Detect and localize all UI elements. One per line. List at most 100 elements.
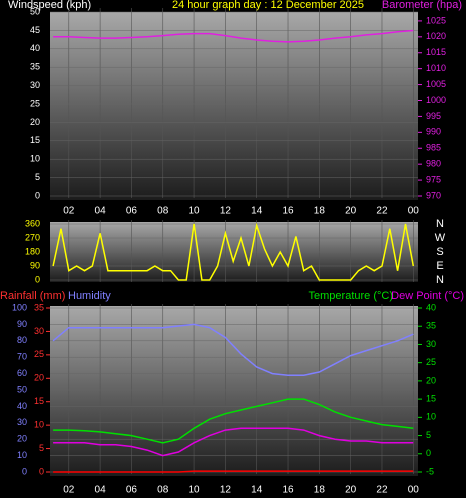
- y2-tick-label: 30: [426, 339, 436, 349]
- y2-tick-label: 1015: [426, 47, 446, 57]
- x-tick-label: 02: [63, 206, 75, 217]
- y-tick-label: 90: [30, 260, 40, 270]
- compass-label: N: [436, 218, 444, 230]
- y2-tick-label: -5: [426, 466, 434, 476]
- x-tick-label: 06: [126, 485, 138, 496]
- y-tick-label: 25: [30, 98, 40, 108]
- y-tick-label: 35: [30, 62, 40, 72]
- y2-tick-label: 975: [426, 174, 441, 184]
- x-tick-label: 22: [376, 206, 388, 217]
- y-label: Windspeed (kph): [8, 0, 91, 11]
- x-tick-label: 02: [63, 485, 75, 496]
- x-tick-label: 12: [220, 206, 232, 217]
- x-tick-label: 12: [220, 485, 232, 496]
- plot-bg: [50, 12, 418, 200]
- x-tick-label: 04: [95, 485, 107, 496]
- y-tick-label: 360: [25, 218, 40, 228]
- x-tick-label: 14: [251, 485, 263, 496]
- y2-label: Barometer (hpa): [382, 0, 462, 11]
- x-tick-label: 10: [189, 206, 201, 217]
- y2-tick-label: 25: [426, 357, 436, 367]
- y-tick-label: 20: [17, 434, 27, 444]
- y-tick-label: 90: [17, 319, 27, 329]
- humidity-label: Humidity: [68, 290, 111, 302]
- y2-tick-label: 1010: [426, 63, 446, 73]
- y2-tick-label: 10: [426, 412, 436, 422]
- y-tick-label: 20: [30, 117, 40, 127]
- y-tick-label: 180: [25, 246, 40, 256]
- y-tick-label: 60: [17, 368, 27, 378]
- series-line: [53, 29, 414, 43]
- y-tick-label: 40: [17, 401, 27, 411]
- x-tick-label: 08: [157, 206, 169, 217]
- compass-label: N: [436, 274, 444, 286]
- x-tick-label: 00: [408, 485, 420, 496]
- y2-tick-label: 980: [426, 159, 441, 169]
- x-tick-label: 00: [408, 206, 420, 217]
- y-tick-label: 50: [17, 384, 27, 394]
- y-tick-label: 0: [22, 466, 27, 476]
- x-tick-label: 20: [345, 206, 357, 217]
- x-tick-label: 16: [282, 206, 294, 217]
- y3-tick-label: 5: [39, 443, 44, 453]
- y-tick-label: 50: [30, 6, 40, 16]
- series-line: [52, 222, 415, 281]
- plot-bg: [50, 306, 418, 476]
- y2-tick-label: 20: [426, 375, 436, 385]
- y2-tick-label: 985: [426, 143, 441, 153]
- y2-tick-label: 35: [426, 321, 436, 331]
- y3-tick-label: 20: [34, 373, 44, 383]
- x-tick-label: 22: [376, 485, 388, 496]
- y-tick-label: 270: [25, 232, 40, 242]
- x-tick-label: 20: [345, 485, 357, 496]
- y-tick-label: 30: [17, 417, 27, 427]
- x-tick-label: 14: [251, 206, 263, 217]
- y3-tick-label: 15: [34, 396, 44, 406]
- y3-tick-label: 35: [34, 302, 44, 312]
- x-tick-label: 18: [314, 206, 326, 217]
- compass-label: W: [435, 232, 446, 244]
- y-tick-label: 0: [35, 190, 40, 200]
- y2-tick-label: 1020: [426, 31, 446, 41]
- temp-label: Temperature (°C): [309, 290, 393, 302]
- y2-tick-label: 15: [426, 393, 436, 403]
- y-tick-label: 15: [30, 135, 40, 145]
- y2-tick-label: 1000: [426, 95, 446, 105]
- rain-label: Rainfall (mm): [0, 290, 65, 302]
- x-tick-label: 04: [95, 206, 107, 217]
- y-tick-label: 30: [30, 80, 40, 90]
- series-line: [53, 398, 414, 444]
- y3-tick-label: 30: [34, 326, 44, 336]
- series-line: [53, 427, 414, 457]
- y2-tick-label: 0: [426, 448, 431, 458]
- y-tick-label: 0: [35, 274, 40, 284]
- y2-tick-label: 1025: [426, 15, 446, 25]
- y2-tick-label: 40: [426, 302, 436, 312]
- compass-label: E: [436, 260, 443, 272]
- y-tick-label: 70: [17, 352, 27, 362]
- dew-label: Dew Point (°C): [391, 290, 464, 302]
- y2-tick-label: 5: [426, 430, 431, 440]
- series-line: [53, 470, 414, 473]
- y2-tick-label: 990: [426, 127, 441, 137]
- title: 24 hour graph day : 12 December 2025: [172, 0, 364, 11]
- y3-tick-label: 10: [34, 420, 44, 430]
- y3-tick-label: 0: [39, 466, 44, 476]
- x-tick-label: 10: [189, 485, 201, 496]
- y2-tick-label: 995: [426, 111, 441, 121]
- y-tick-label: 80: [17, 335, 27, 345]
- x-tick-label: 16: [282, 485, 294, 496]
- x-tick-label: 18: [314, 485, 326, 496]
- y-tick-label: 10: [17, 450, 27, 460]
- y-tick-label: 5: [35, 172, 40, 182]
- y-tick-label: 10: [30, 154, 40, 164]
- y2-tick-label: 1005: [426, 79, 446, 89]
- series-line: [52, 323, 414, 376]
- y3-tick-label: 25: [34, 349, 44, 359]
- y-tick-label: 40: [30, 43, 40, 53]
- x-tick-label: 06: [126, 206, 138, 217]
- y-tick-label: 45: [30, 25, 40, 35]
- y2-tick-label: 970: [426, 190, 441, 200]
- x-tick-label: 08: [157, 485, 169, 496]
